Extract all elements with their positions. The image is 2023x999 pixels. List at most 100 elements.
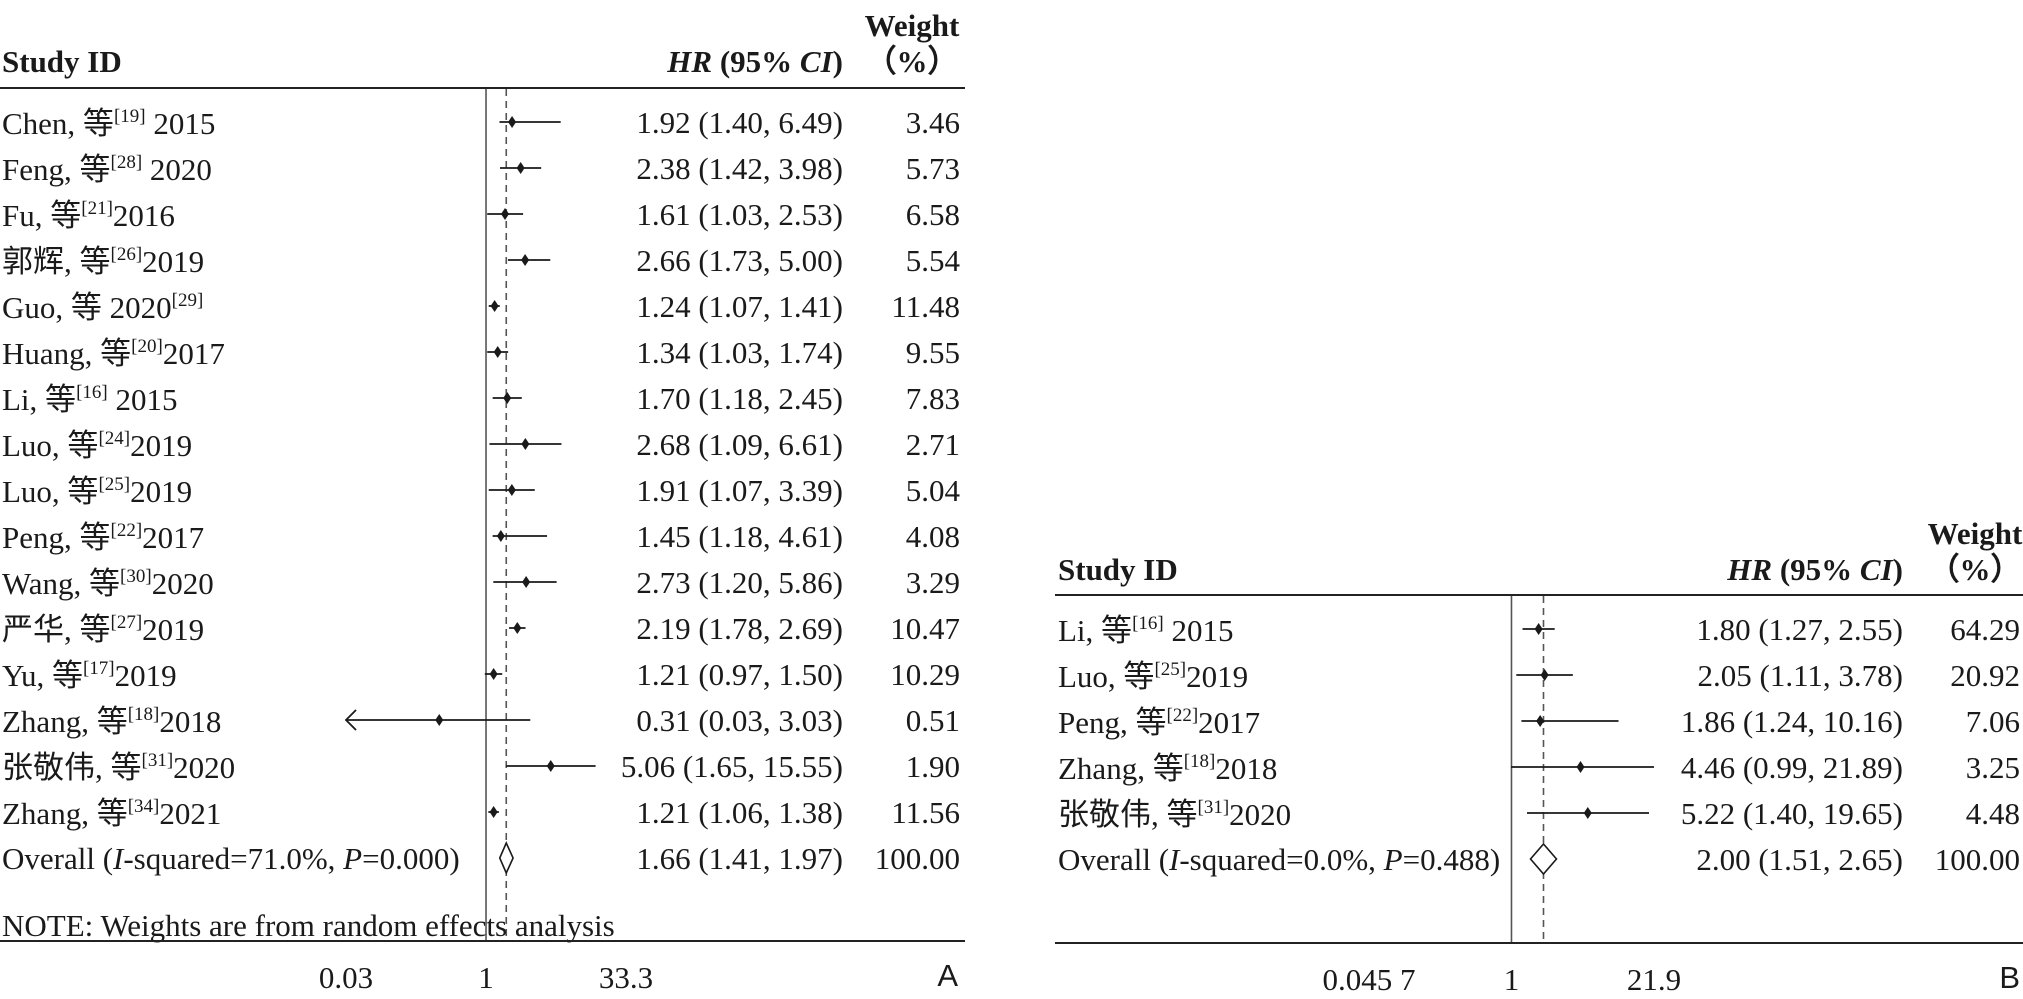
- ci-arrow-left: [344, 709, 357, 731]
- point-estimate: [435, 714, 444, 726]
- header-rule: [1055, 594, 2023, 596]
- study-label: 张敬伟, 等[31]2020: [2, 751, 235, 783]
- study-name: Zhang, 等: [2, 796, 128, 831]
- point-estimate: [489, 668, 498, 680]
- study-year: 2019: [142, 612, 205, 647]
- study-weight: 11.56: [891, 795, 960, 830]
- study-year: 2020: [173, 750, 236, 785]
- study-year: 2018: [159, 704, 222, 739]
- study-weight: 3.25: [1965, 750, 2020, 785]
- overall-label-post: =0.488): [1402, 842, 1501, 877]
- x-axis-line: [1055, 942, 2023, 944]
- header-hr-ci: HR (95% CI): [667, 46, 843, 77]
- overall-label-post: =0.000): [362, 841, 460, 876]
- study-label: Fu, 等[21]2016: [2, 199, 175, 231]
- x-tick-label: 21.9: [1626, 962, 1682, 997]
- study-name: Luo, 等: [2, 474, 99, 509]
- study-ref: [16]: [76, 382, 108, 403]
- study-label: Wang, 等[30]2020: [2, 567, 214, 599]
- point-estimate: [522, 576, 531, 588]
- study-label: 张敬伟, 等[31]2020: [1058, 798, 1291, 830]
- study-weight: 10.47: [890, 611, 960, 646]
- study-ref: [16]: [1132, 613, 1164, 634]
- x-tick-label: 0.03: [318, 960, 374, 995]
- study-year: 2017: [1198, 705, 1261, 740]
- study-weight: 3.46: [905, 105, 960, 140]
- point-estimate: [1534, 623, 1543, 635]
- study-year: 2019: [114, 658, 177, 693]
- study-weight: 9.55: [905, 335, 960, 370]
- study-ref: [31]: [141, 750, 174, 771]
- study-label: Luo, 等[24]2019: [2, 429, 192, 461]
- study-name: Li, 等: [2, 382, 77, 417]
- header-weight-unit: （%）: [865, 44, 959, 79]
- study-label: Peng, 等[22]2017: [2, 521, 204, 553]
- panel-label: B: [1999, 960, 2020, 995]
- study-weight: 10.29: [890, 657, 960, 692]
- study-label: Li, 等[16] 2015: [1058, 614, 1233, 646]
- point-estimate: [490, 300, 499, 312]
- overall-label-pre: Overall (: [2, 841, 114, 876]
- header-ci-text: (95%: [1779, 552, 1860, 587]
- study-ref: [31]: [1197, 797, 1230, 818]
- study-year: 2019: [1186, 659, 1249, 694]
- study-hr-ci: 1.45 (1.18, 4.61): [636, 519, 843, 554]
- study-year: 2020: [1229, 797, 1292, 832]
- overall-label-mid: -squared=0.0%,: [1179, 842, 1384, 877]
- overall-weight: 100.00: [1934, 842, 2020, 877]
- study-weight: 64.29: [1950, 612, 2020, 647]
- study-name: Guo, 等 2020: [2, 290, 172, 325]
- header-hr-label: HR: [667, 44, 713, 79]
- study-hr-ci: 4.46 (0.99, 21.89): [1680, 750, 1903, 785]
- study-label: Feng, 等[28] 2020: [2, 153, 212, 185]
- x-tick-label: 0.045 7: [1322, 962, 1416, 997]
- x-tick-label: 33.3: [598, 960, 654, 995]
- study-ref: [22]: [110, 520, 143, 541]
- study-name: Fu, 等: [2, 198, 82, 233]
- study-weight: 5.04: [905, 473, 960, 508]
- overall-weight: 100.00: [874, 841, 960, 876]
- overall-label-mid: -squared=71.0%,: [123, 841, 344, 876]
- study-hr-ci: 2.66 (1.73, 5.00): [636, 243, 843, 278]
- study-label: Yu, 等[17]2019: [2, 659, 177, 691]
- point-estimate: [1536, 715, 1545, 727]
- study-year: 2015: [145, 106, 216, 141]
- study-weight: 3.29: [905, 565, 960, 600]
- point-estimate: [507, 484, 516, 496]
- study-ref: [19]: [113, 106, 146, 127]
- study-year: 2021: [159, 796, 222, 831]
- study-hr-ci: 2.19 (1.78, 2.69): [636, 611, 843, 646]
- study-name: Peng, 等: [1058, 705, 1167, 740]
- panel-label: A: [937, 958, 958, 993]
- overall-hr-ci: 1.66 (1.41, 1.97): [636, 841, 843, 876]
- study-hr-ci: 1.70 (1.18, 2.45): [636, 381, 843, 416]
- study-hr-ci: 1.21 (0.97, 1.50): [636, 657, 843, 692]
- study-weight: 20.92: [1950, 658, 2020, 693]
- overall-diamond: [498, 841, 514, 875]
- study-weight: 1.90: [905, 749, 960, 784]
- point-estimate: [501, 208, 510, 220]
- study-hr-ci: 1.91 (1.07, 3.39): [636, 473, 843, 508]
- point-estimate: [508, 116, 517, 128]
- study-hr-ci: 1.86 (1.24, 10.16): [1680, 704, 1903, 739]
- header-ci-text: (95%: [719, 44, 800, 79]
- overall-label: Overall (I-squared=0.0%, P=0.488): [1058, 844, 1500, 875]
- study-name: Li, 等: [1058, 613, 1133, 648]
- study-name: 张敬伟, 等: [1058, 797, 1198, 832]
- header-weight: Weight: [864, 8, 960, 43]
- x-axis-line: [0, 940, 965, 942]
- header-hr-label: HR: [1727, 552, 1773, 587]
- study-year: 2020: [142, 152, 212, 187]
- point-estimate: [489, 806, 498, 818]
- study-hr-ci: 1.21 (1.06, 1.38): [636, 795, 843, 830]
- study-hr-ci: 1.80 (1.27, 2.55): [1696, 612, 1903, 647]
- study-name: Feng, 等: [2, 152, 111, 187]
- header-ci-label: CI: [1859, 552, 1893, 587]
- study-name: Chen, 等: [2, 106, 114, 141]
- study-hr-ci: 1.92 (1.40, 6.49): [636, 105, 843, 140]
- forest-plot-area: [344, 89, 596, 940]
- study-ref: [28]: [110, 152, 143, 173]
- point-estimate: [546, 760, 555, 772]
- study-label: Guo, 等 2020[29]: [2, 291, 203, 323]
- study-weight: 0.51: [905, 703, 960, 738]
